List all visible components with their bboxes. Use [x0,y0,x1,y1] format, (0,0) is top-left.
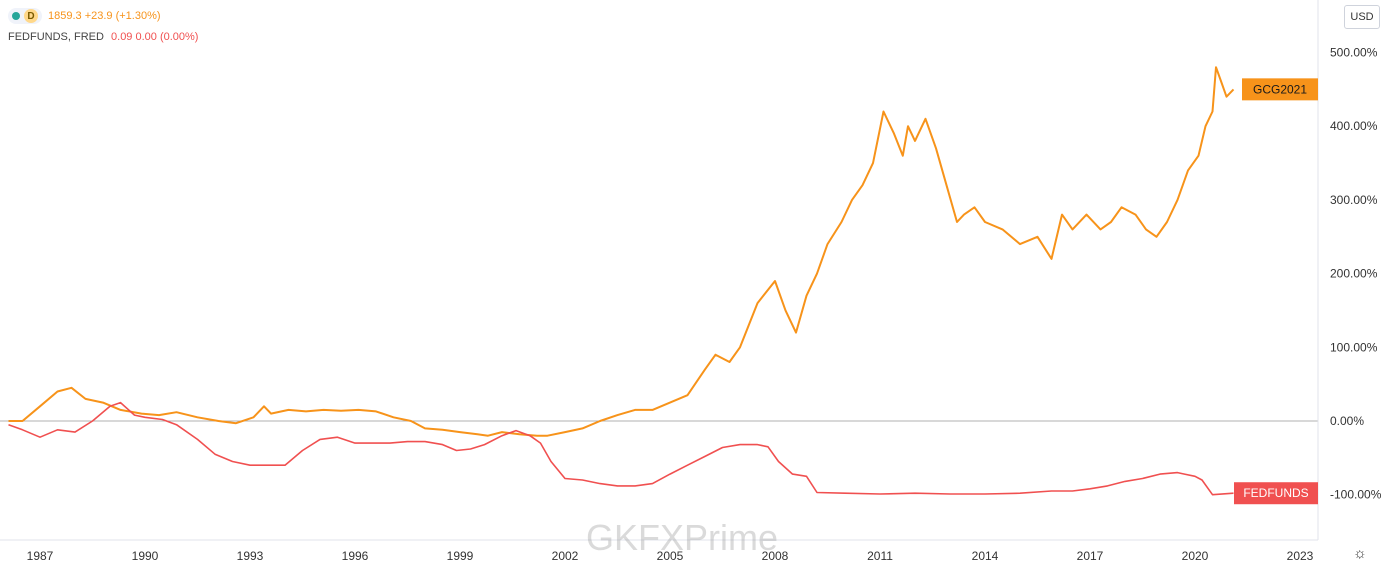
price-axis[interactable]: 500.00% 400.00% 300.00% 200.00% 100.00% 0.00%… [1330,46,1382,502]
y-tick-label: -100.00% [1330,488,1382,502]
y-tick-label: 0.00% [1330,414,1364,428]
y-tick-label: 300.00% [1330,193,1378,207]
watermark: GKFXPrime [586,517,779,558]
fedfunds-legend[interactable]: FEDFUNDS, FRED 0.09 0.00 (0.00%) [8,31,198,43]
x-tick-label: 2008 [762,549,789,563]
label-text: GCG2021 [1253,82,1307,96]
x-tick-label: 2014 [972,549,999,563]
y-tick-label: 100.00% [1330,340,1378,354]
market-status-icon [12,12,20,20]
currency-button[interactable]: USD [1344,5,1380,29]
x-tick-label: 2011 [867,549,893,563]
gcg2021-line[interactable] [8,66,1235,437]
label-background [1234,482,1318,505]
time-axis[interactable]: 1987 1990 1993 1996 1999 2002 2005 2008 2011 2014… [27,549,1314,563]
x-tick-label: 1993 [237,549,264,563]
x-tick-label: 1999 [447,549,474,563]
y-tick-label: 400.00% [1330,119,1378,133]
x-tick-label: 1996 [342,549,369,563]
x-tick-label: 1990 [132,549,159,563]
gold-legend[interactable]: D 1859.3 +23.9 (+1.30%) [8,8,161,24]
symbol-pill[interactable]: D [8,8,42,24]
y-tick-label: 500.00% [1330,46,1378,60]
gcg2021-end-label: GCG2021 [1242,78,1318,101]
fedfunds-end-label: FEDFUNDS [1234,482,1318,505]
delay-badge: D [24,9,38,23]
x-tick-label: 1987 [27,549,54,563]
settings-gear-icon[interactable]: ☼ [1353,545,1367,562]
y-tick-label: 200.00% [1330,267,1378,281]
x-tick-label: 2023 [1287,549,1314,563]
x-tick-label: 2002 [552,549,579,563]
label-background [1242,78,1318,101]
label-text: FEDFUNDS [1243,486,1308,500]
fedfunds-values: 0.09 0.00 (0.00%) [111,31,199,43]
x-tick-label: 2005 [657,549,684,563]
x-tick-label: 2020 [1182,549,1209,563]
series-layer [8,66,1235,496]
x-tick-label: 2017 [1077,549,1104,563]
fedfunds-name: FEDFUNDS, FRED [8,31,104,43]
series-labels: GCG2021 FEDFUNDS [1234,78,1318,505]
gold-values: 1859.3 +23.9 (+1.30%) [48,10,161,22]
fedfunds-line[interactable] [8,401,1234,496]
